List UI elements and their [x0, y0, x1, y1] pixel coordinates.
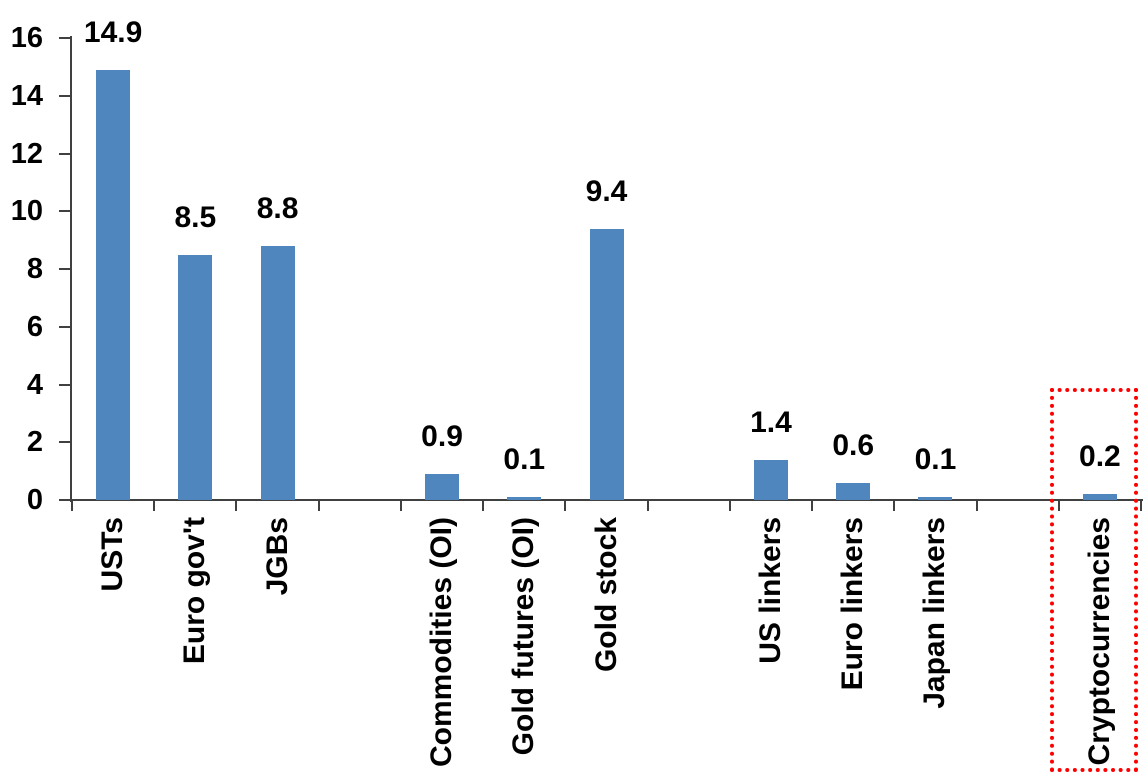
bar [425, 474, 460, 500]
x-axis-tick [153, 500, 156, 511]
x-axis-tick [399, 500, 402, 511]
bar [918, 497, 953, 500]
y-axis-tick [59, 325, 71, 328]
bar [753, 459, 788, 500]
x-axis-tick [1140, 500, 1142, 511]
x-axis-tick [1057, 500, 1060, 511]
x-axis-tick [646, 500, 649, 511]
x-axis-tick [975, 500, 978, 511]
y-axis-tick [59, 37, 71, 39]
bar-value-label: 0.9 [421, 420, 463, 453]
bar [96, 69, 131, 500]
highlight-box-cryptocurrencies [1050, 388, 1138, 772]
x-axis-tick [564, 500, 567, 511]
bar-value-label: 9.4 [585, 174, 628, 208]
category-label: JGBs [260, 517, 294, 596]
bar-value-label: 0.2 [1079, 440, 1121, 474]
category-label: Euro linkers [836, 517, 870, 691]
y-axis-tick-label: 0 [26, 484, 43, 516]
bar-value-label: 8.5 [174, 200, 217, 234]
x-axis-tick [728, 500, 731, 511]
y-axis-line [70, 36, 72, 502]
y-axis-tick [59, 499, 71, 501]
bar [178, 254, 213, 500]
category-label: Gold futures (OI) [507, 517, 541, 756]
category-label: Gold stock [589, 517, 623, 673]
y-axis-tick [59, 210, 71, 213]
y-axis-tick-label: 8 [26, 253, 43, 285]
x-axis-tick [482, 500, 485, 511]
bar-value-label: 0.6 [832, 428, 875, 462]
bar-value-label: 8.8 [256, 191, 299, 225]
bar-value-label: 0.1 [914, 443, 957, 477]
category-label: Euro gov't [178, 517, 212, 665]
bar [836, 482, 871, 500]
category-label: USTs [96, 517, 130, 592]
x-axis-tick [893, 500, 896, 511]
x-axis-line [70, 499, 1143, 501]
y-axis-tick-label: 10 [10, 195, 43, 228]
bar-value-label: 0.1 [503, 443, 546, 477]
y-axis-tick [59, 441, 71, 444]
y-axis-tick-label: 4 [26, 368, 43, 401]
bar [589, 228, 624, 500]
y-axis-tick-label: 16 [10, 22, 43, 54]
bar [507, 497, 542, 500]
x-axis-tick [811, 500, 814, 511]
bar [1082, 494, 1117, 500]
y-axis-tick-label: 14 [10, 79, 43, 112]
y-axis-tick [59, 152, 71, 155]
x-axis-tick [317, 500, 320, 511]
category-label: Commodities (OI) [425, 517, 459, 768]
y-axis-tick [59, 383, 71, 386]
y-axis-tick-label: 6 [26, 310, 43, 343]
x-axis-tick [71, 500, 73, 511]
y-axis-tick-label: 2 [26, 426, 43, 459]
y-axis-tick [59, 94, 71, 97]
category-label: Japan linkers [918, 517, 952, 709]
x-axis-tick [235, 500, 238, 511]
y-axis-tick-label: 12 [10, 137, 43, 170]
category-label: US linkers [753, 517, 787, 664]
bar-value-label: 14.9 [83, 15, 143, 49]
y-axis-tick [59, 268, 71, 270]
bar [260, 245, 295, 500]
bar-value-label: 1.4 [750, 405, 792, 439]
